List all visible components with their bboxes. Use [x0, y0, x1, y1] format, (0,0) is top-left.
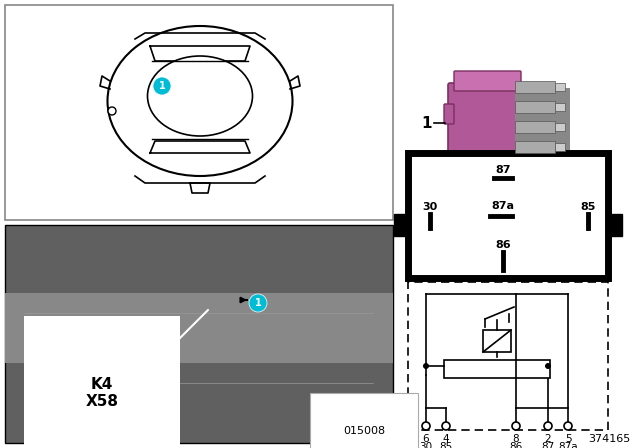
Bar — [408, 282, 608, 430]
Circle shape — [564, 422, 572, 430]
Text: 30: 30 — [419, 442, 433, 448]
Circle shape — [153, 77, 171, 95]
Bar — [555, 103, 565, 111]
Text: 8: 8 — [513, 434, 519, 444]
Text: 87a: 87a — [492, 201, 515, 211]
Ellipse shape — [147, 56, 253, 136]
Bar — [408, 153, 608, 278]
FancyBboxPatch shape — [454, 71, 521, 91]
Text: 6: 6 — [422, 434, 429, 444]
Text: 86: 86 — [495, 240, 511, 250]
Circle shape — [512, 422, 520, 430]
Bar — [515, 81, 555, 93]
Text: 1: 1 — [255, 298, 261, 308]
Text: 87a: 87a — [558, 442, 578, 448]
Text: 1: 1 — [422, 116, 432, 130]
Text: 87: 87 — [541, 442, 555, 448]
Bar — [555, 143, 565, 151]
Circle shape — [423, 363, 429, 369]
Bar — [515, 101, 555, 113]
Bar — [394, 214, 408, 236]
Circle shape — [108, 107, 116, 115]
Circle shape — [545, 363, 551, 369]
Bar — [555, 83, 565, 91]
Text: 85: 85 — [580, 202, 596, 212]
Bar — [515, 88, 570, 158]
Circle shape — [422, 422, 430, 430]
Text: 85: 85 — [440, 442, 452, 448]
Text: 4: 4 — [443, 434, 449, 444]
Bar — [444, 360, 550, 378]
Bar — [5, 293, 393, 363]
Bar — [5, 5, 393, 220]
Bar — [515, 141, 555, 153]
Text: 374165: 374165 — [588, 434, 630, 444]
Circle shape — [442, 422, 450, 430]
Circle shape — [544, 422, 552, 430]
Text: 30: 30 — [422, 202, 438, 212]
Text: 015008: 015008 — [343, 426, 385, 436]
Bar — [483, 330, 511, 352]
Text: 87: 87 — [495, 165, 511, 175]
Bar — [515, 121, 555, 133]
FancyBboxPatch shape — [444, 104, 454, 124]
Ellipse shape — [108, 26, 292, 176]
Text: 2: 2 — [545, 434, 551, 444]
Circle shape — [249, 294, 267, 312]
FancyBboxPatch shape — [448, 83, 522, 165]
Text: 86: 86 — [509, 442, 523, 448]
Bar — [555, 123, 565, 131]
Text: K4
X58: K4 X58 — [86, 377, 118, 409]
Bar — [5, 225, 393, 443]
Text: 5: 5 — [564, 434, 572, 444]
Bar — [608, 214, 622, 236]
Text: 1: 1 — [159, 81, 165, 91]
